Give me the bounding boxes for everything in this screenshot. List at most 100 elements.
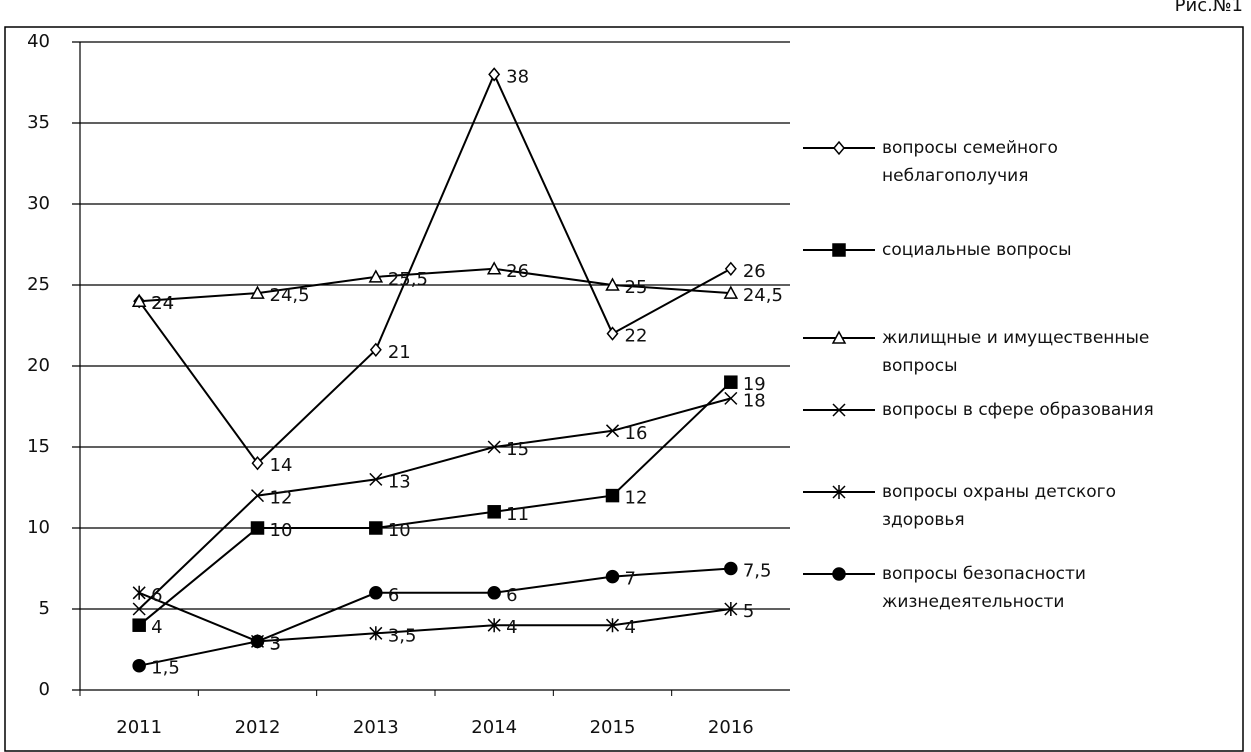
marker [832, 243, 846, 257]
data-label: 4 [506, 617, 517, 638]
series-line [138, 567, 731, 667]
marker [369, 586, 383, 600]
data-label: 5 [743, 601, 754, 622]
marker [250, 634, 265, 649]
marker [132, 602, 146, 616]
y-tick-label: 30 [27, 193, 50, 214]
data-label: 1,5 [151, 658, 180, 679]
marker [832, 567, 846, 581]
marker [369, 521, 383, 535]
legend-label-line: жилищные и имущественные [882, 328, 1149, 348]
marker [486, 261, 502, 275]
legend-label: вопросы в сфере образования [882, 400, 1154, 420]
data-label: 26 [743, 261, 766, 282]
legend-label-line: вопросы охраны детского [882, 482, 1116, 502]
data-label: 19 [743, 374, 766, 395]
chart-frame [4, 26, 1244, 752]
marker [250, 285, 265, 299]
data-label: 6 [388, 585, 399, 606]
legend-entry: вопросы в сфере образования [803, 400, 1154, 420]
data-label: 3 [270, 633, 281, 654]
y-tick-label: 40 [27, 31, 50, 52]
data-label: 3,5 [388, 625, 417, 646]
series-line [138, 71, 732, 465]
marker [251, 456, 264, 471]
marker [606, 326, 619, 341]
data-label: 6 [151, 585, 162, 606]
series-line [139, 267, 731, 303]
data-label: 4 [151, 617, 162, 638]
marker [605, 618, 620, 633]
data-label: 24,5 [270, 285, 310, 306]
data-label: 15 [506, 439, 529, 460]
legend-entry: вопросы охраны детского здоровья [803, 482, 1116, 530]
legend-entry: вопросы семейного неблагополучия [803, 138, 1058, 186]
data-label: 12 [270, 488, 293, 509]
data-label: 22 [625, 326, 648, 347]
data-label: 12 [625, 488, 648, 509]
marker [832, 403, 846, 417]
legend-entry: жилищные и имущественные вопросы [803, 328, 1149, 376]
legend-entry: социальные вопросы [803, 240, 1072, 260]
data-label: 10 [270, 520, 293, 541]
marker [724, 561, 738, 576]
y-tick-label: 15 [27, 436, 50, 457]
data-label: 7,5 [743, 561, 772, 582]
legend-label-line: вопросы [882, 356, 958, 376]
data-label: 13 [388, 471, 411, 492]
y-tick-label: 20 [27, 355, 50, 376]
marker [368, 269, 384, 283]
marker [723, 285, 739, 299]
y-tick-label: 5 [39, 598, 50, 619]
data-label: 3 [270, 633, 281, 654]
marker [605, 488, 620, 503]
series-line [138, 381, 732, 626]
x-tick-label: 2016 [708, 717, 754, 738]
legend-label: социальные вопросы [882, 240, 1072, 260]
data-label: 25 [625, 277, 648, 298]
marker [724, 391, 738, 405]
marker [131, 293, 147, 307]
legend-label: вопросы охраны детского здоровья [882, 482, 1116, 530]
data-label: 18 [743, 390, 766, 411]
marker [250, 521, 265, 535]
series-line [138, 591, 731, 643]
marker [132, 618, 146, 632]
marker [487, 586, 501, 600]
marker [487, 618, 501, 633]
marker [833, 140, 845, 156]
legend-label: вопросы семейного неблагополучия [882, 138, 1058, 186]
data-label: 38 [506, 66, 529, 87]
x-tick-label: 2014 [471, 717, 517, 738]
marker [724, 375, 738, 389]
data-label: 14 [270, 455, 293, 476]
x-tick-label: 2012 [235, 717, 281, 738]
data-label: 4 [625, 617, 636, 638]
legend-label-line: жизнедеятельности [882, 592, 1064, 612]
marker [369, 626, 383, 641]
figure-number: Рис.№1 [1175, 0, 1243, 16]
data-label: 26 [506, 261, 529, 282]
data-label: 21 [388, 342, 411, 363]
legend-label: вопросы безопасности жизнедеятельности [882, 564, 1086, 612]
data-label: 24 [151, 293, 174, 314]
marker [132, 585, 146, 600]
y-tick-label: 25 [27, 274, 50, 295]
series-line [138, 397, 732, 610]
x-tick-label: 2015 [590, 717, 636, 738]
y-tick-label: 10 [27, 517, 50, 538]
data-label: 11 [506, 504, 529, 525]
data-label: 25,5 [388, 269, 428, 290]
data-label: 7 [625, 569, 636, 590]
marker [369, 342, 382, 357]
marker [132, 658, 146, 673]
legend-label-line: вопросы семейного [882, 138, 1058, 158]
y-tick-label: 35 [27, 112, 50, 133]
legend-label-line: здоровья [882, 510, 965, 530]
marker [832, 485, 846, 499]
legend-label-line: неблагополучия [882, 166, 1028, 186]
marker [487, 505, 501, 519]
data-label: 6 [506, 585, 517, 606]
marker [724, 602, 738, 616]
